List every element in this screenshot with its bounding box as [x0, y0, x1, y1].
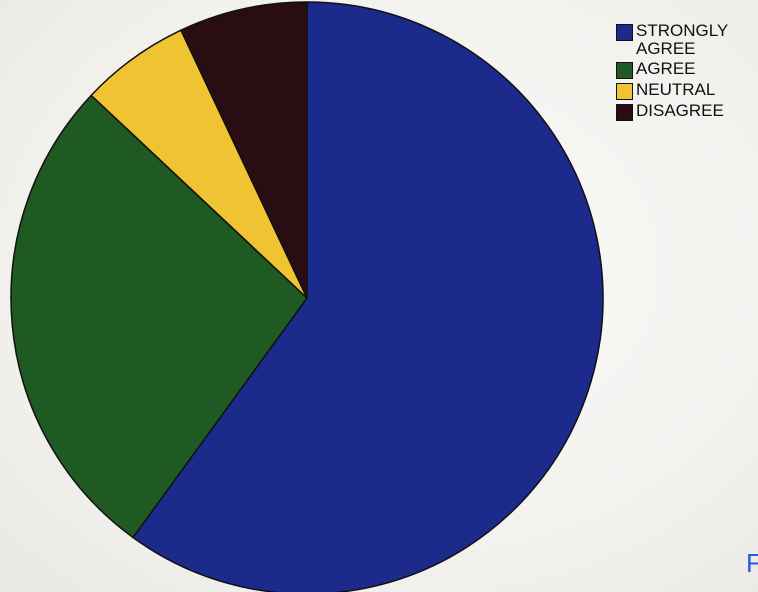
legend-label: NEUTRAL	[636, 80, 716, 99]
legend-item-disagree: DISAGREE	[616, 102, 754, 121]
legend-swatch	[616, 83, 633, 100]
edge-text: F	[746, 548, 758, 578]
legend-swatch	[616, 104, 633, 121]
pie-slice-disagree	[180, 1, 308, 299]
legend-swatch	[616, 24, 633, 41]
legend-label: STRONGLY AGREE	[636, 21, 728, 58]
legend-swatch	[616, 62, 633, 79]
pie-slice-strongly-agree	[132, 1, 604, 592]
legend-label: DISAGREE	[636, 101, 724, 120]
legend-item-strongly-agree: STRONGLY AGREE	[616, 22, 754, 58]
pie-slice-agree	[10, 94, 308, 539]
legend-item-agree: AGREE	[616, 60, 754, 79]
legend: STRONGLY AGREE AGREE NEUTRAL DISAGREE	[616, 22, 754, 123]
legend-item-neutral: NEUTRAL	[616, 81, 754, 100]
legend-label: AGREE	[636, 59, 696, 78]
